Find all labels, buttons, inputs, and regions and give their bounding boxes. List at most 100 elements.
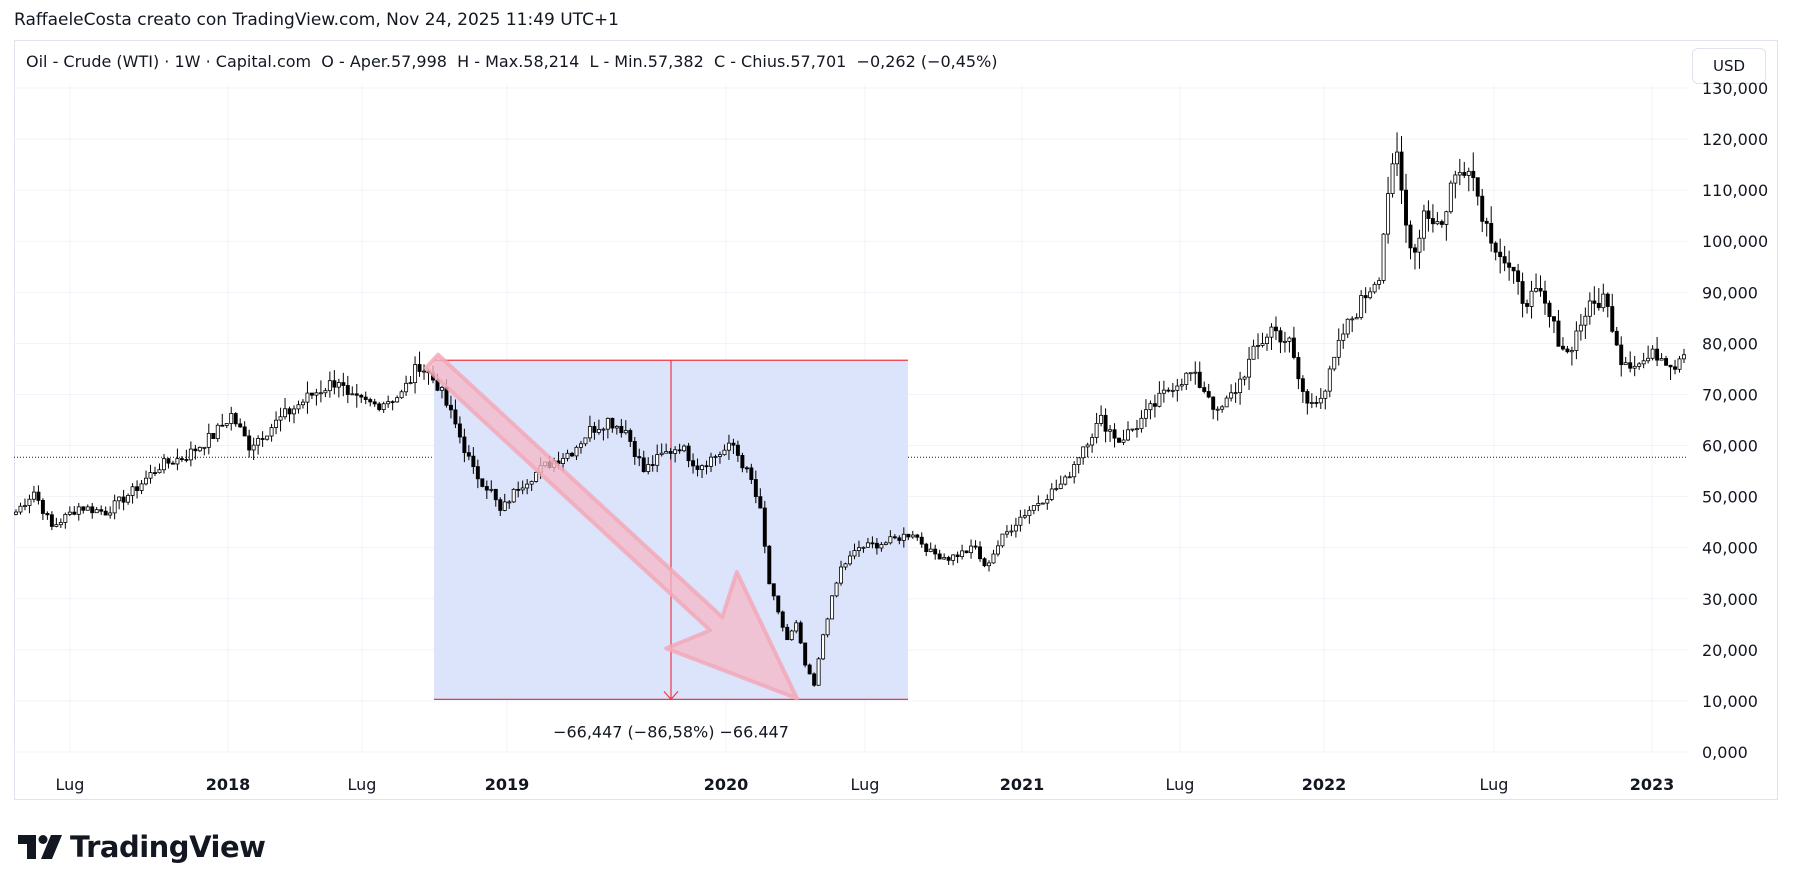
candle-body [63,514,68,523]
candle-body [1054,488,1059,490]
candle-body [874,542,879,549]
candle-body [1632,365,1637,369]
candle-body [516,488,521,491]
candle-body [90,506,95,514]
candle-body [655,454,660,466]
candle-body [161,458,166,471]
candle-body [525,483,530,489]
candle-body [1229,392,1234,399]
legend-symbol[interactable]: Oil - Crude (WTI) [26,52,160,71]
candle-body [1238,378,1243,393]
down-arrow-shape[interactable] [423,352,799,701]
candle-body [260,438,265,440]
candle-body [865,542,870,548]
price-axis[interactable]: 130,000 120,000 110,000 100,000 90,000 80,000… [1702,79,1768,762]
candle-body [157,469,162,474]
candle-body [1296,357,1301,380]
candle-body [1040,502,1045,505]
candle-body [1134,428,1139,431]
candle-body [1063,476,1068,485]
candle-body [1614,330,1619,346]
candle-body [215,424,220,440]
candle-body [1457,172,1462,176]
candle-body [336,382,341,388]
candle-body [269,427,274,437]
price-tick-label: 20,000 [1702,641,1758,660]
candle-body [1184,372,1189,385]
candle-body [574,446,579,457]
candle-body [327,380,332,392]
legend-interval: 1W [174,52,201,71]
time-tick-label: 2018 [206,775,251,794]
candle-body [1327,368,1332,392]
candle-body [1359,295,1364,318]
currency-button[interactable]: USD [1692,48,1766,84]
tradingview-logo[interactable]: TradingView [18,830,266,864]
candle-body [592,426,597,433]
arrow-drawing[interactable] [423,352,799,701]
candle-body [247,435,252,451]
candle-body [300,401,305,406]
candle-body [457,423,462,438]
candle-body [570,452,574,457]
candle-body [1202,387,1207,392]
candle-body [1560,345,1565,350]
candle-body [803,642,808,666]
candle-body [1139,417,1144,430]
candle-body [193,448,198,452]
candle-body [103,510,108,516]
tradingview-logo-text: TradingView [70,830,266,864]
candle-body [677,449,682,452]
candle-body [883,542,888,545]
candle-body [502,501,507,511]
chart-frame [14,40,1778,800]
candle-body [1386,193,1391,235]
candle-body [1444,211,1449,225]
candle-body [1439,221,1444,225]
candle-body [1121,439,1126,443]
candle-body [372,401,377,405]
candle-body [1583,315,1588,326]
candle-body [623,430,628,434]
candle-body [1336,339,1341,358]
candle-body [1664,358,1669,366]
candle-body [229,413,234,424]
candle-body [632,441,637,457]
measure-tool[interactable] [434,359,908,701]
time-tick-label: 2023 [1630,775,1675,794]
candle-body [448,404,453,411]
candle-body [1493,242,1498,253]
candle-body [1507,262,1512,268]
candle-body [1031,505,1036,511]
candle-body [274,419,279,428]
candle-body [843,563,848,568]
candle-body [1381,233,1386,281]
price-tick-label: 130,000 [1702,79,1768,98]
candle-body [139,483,144,491]
candle-body [283,408,288,418]
candle-body [1265,336,1269,344]
candle-body [1247,358,1252,378]
candle-body [1404,189,1408,226]
candle-body [1605,293,1610,307]
price-tick-label: 10,000 [1702,692,1758,711]
candle-body [278,416,283,421]
candle-body [1260,343,1265,346]
time-tick-label: Lug [851,775,880,794]
candles-layer [14,132,1686,687]
time-tick-label: 2021 [1000,775,1045,794]
candle-body [1081,446,1086,459]
candle-body [1345,318,1350,335]
candle-body [1395,151,1400,165]
time-axis[interactable]: Lug 2018 Lug 2019 2020 Lug 2021 Lug 2022 Lug 2023 [56,775,1675,794]
candle-body [1596,302,1601,309]
candle-body [735,444,740,456]
candle-body [758,496,763,509]
candle-body [135,486,140,491]
candle-body [439,387,444,391]
candle-body [1188,372,1193,375]
candle-body [995,545,1000,555]
candle-body [1534,288,1539,292]
price-tick-label: 120,000 [1702,130,1768,149]
